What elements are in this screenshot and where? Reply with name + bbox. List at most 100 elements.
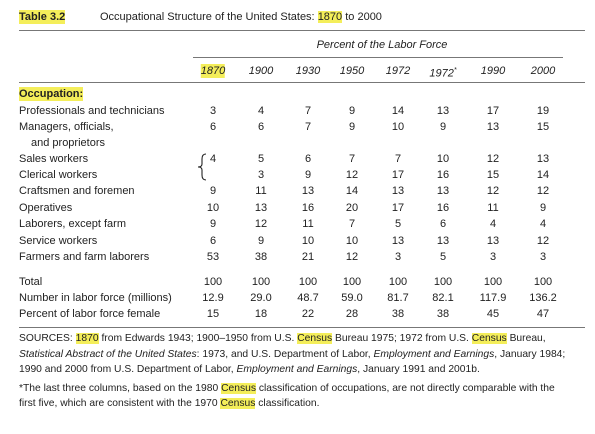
cell: 5: [439, 251, 447, 263]
cell: 29.0: [250, 292, 272, 304]
footnote-line: *The last three columns, based on the 19…: [19, 382, 555, 396]
cell: 3: [489, 251, 497, 263]
cell: 12: [486, 153, 500, 165]
cell: 20: [345, 202, 359, 214]
cell: 12: [345, 251, 359, 263]
column-header: 1930: [295, 65, 321, 77]
cell: 13: [391, 185, 405, 197]
table-title: Occupational Structure of the United Sta…: [100, 10, 382, 24]
table-label: Table 3.2: [19, 10, 66, 24]
row-label: and proprietors: [31, 137, 105, 149]
cell: 13: [436, 185, 450, 197]
cell: 7: [304, 105, 312, 117]
cell: 5: [394, 218, 402, 230]
cell: 100: [388, 276, 408, 288]
cell: 9: [348, 121, 356, 133]
cell: 13: [301, 185, 315, 197]
cell: 12: [486, 185, 500, 197]
cell: 13: [486, 121, 500, 133]
row-label: Clerical workers: [19, 169, 98, 181]
cell: 14: [536, 169, 550, 181]
cell: 6: [304, 153, 312, 165]
cell: 9: [539, 202, 547, 214]
cell: 100: [203, 276, 223, 288]
cell: 10: [301, 235, 315, 247]
cell: 13: [391, 235, 405, 247]
cell: 59.0: [341, 292, 363, 304]
cell: 47: [536, 308, 550, 320]
footnote-line: first five, which are consistent with th…: [19, 397, 320, 411]
cell: 17: [486, 105, 500, 117]
cell: 45: [486, 308, 500, 320]
cell: 11: [487, 202, 499, 214]
row-label: Percent of labor force female: [19, 308, 161, 320]
cell: 6: [439, 218, 447, 230]
cell: 13: [536, 153, 550, 165]
text: 1990 and 2000 from U.S. Department of La…: [19, 364, 237, 375]
cell: 10: [345, 235, 359, 247]
cell: 3: [394, 251, 402, 263]
cell: 15: [206, 308, 220, 320]
text: *The last three columns, based on the 19…: [19, 383, 222, 394]
row-label: Total: [19, 276, 43, 288]
text: classification.: [255, 398, 320, 409]
cell: 3: [539, 251, 547, 263]
cell: 13: [486, 235, 500, 247]
cell: 100: [433, 276, 453, 288]
rule: [19, 30, 585, 31]
cell: 38: [254, 251, 268, 263]
title-text: to 2000: [342, 11, 382, 23]
cell: 100: [298, 276, 318, 288]
rule: [19, 82, 585, 83]
cell: 10: [436, 153, 450, 165]
cell: 48.7: [297, 292, 319, 304]
text: Bureau 1975; 1972 from U.S.: [332, 333, 472, 344]
cell: 9: [209, 185, 217, 197]
cell: 15: [536, 121, 550, 133]
cell: 12: [254, 218, 268, 230]
cell: 9: [304, 169, 312, 181]
group-label: Occupation:: [19, 87, 84, 101]
cell: 16: [436, 202, 450, 214]
text: first five, which are consistent with th…: [19, 398, 221, 409]
text: Statistical Abstract of the United State…: [19, 349, 197, 360]
cell: 11: [255, 185, 267, 197]
cell: 6: [257, 121, 265, 133]
column-header: 1900: [248, 65, 274, 77]
text: from Edwards 1943; 1900–1950 from U.S.: [98, 333, 298, 344]
text: , January 1984;: [494, 349, 566, 360]
column-note: *: [453, 67, 457, 74]
cell: 6: [209, 121, 217, 133]
text: Employment and Earnings: [236, 364, 358, 375]
cell: 18: [254, 308, 268, 320]
column-header: 1870: [200, 64, 226, 78]
text: : 1973, and U.S. Department of Labor,: [196, 349, 374, 360]
cell: 14: [391, 105, 405, 117]
cell: 19: [536, 105, 550, 117]
spanner: Percent of the Labor Force: [316, 39, 448, 51]
cell: 21: [301, 251, 315, 263]
cell: 3: [257, 169, 265, 181]
cell: 38: [391, 308, 405, 320]
cell: 4: [539, 218, 547, 230]
text: Employment and Earnings: [373, 349, 495, 360]
cell: 13: [436, 105, 450, 117]
cell: 16: [301, 202, 315, 214]
row-label: Craftsmen and foremen: [19, 185, 135, 197]
source-line: SOURCES: 1870 from Edwards 1943; 1900–19…: [19, 332, 546, 346]
cell: 7: [304, 121, 312, 133]
cell: 28: [345, 308, 359, 320]
cell: 12: [345, 169, 359, 181]
cell: 9: [257, 235, 265, 247]
cell: 7: [348, 218, 356, 230]
row-label: Professionals and technicians: [19, 105, 165, 117]
cell: 10: [206, 202, 220, 214]
cell: 13: [436, 235, 450, 247]
text: Census: [297, 333, 333, 344]
text: 1870: [75, 333, 99, 344]
cell: 16: [436, 169, 450, 181]
cell: 10: [391, 121, 405, 133]
cell: 11: [302, 218, 314, 230]
cell: 14: [345, 185, 359, 197]
cell: 53: [206, 251, 220, 263]
